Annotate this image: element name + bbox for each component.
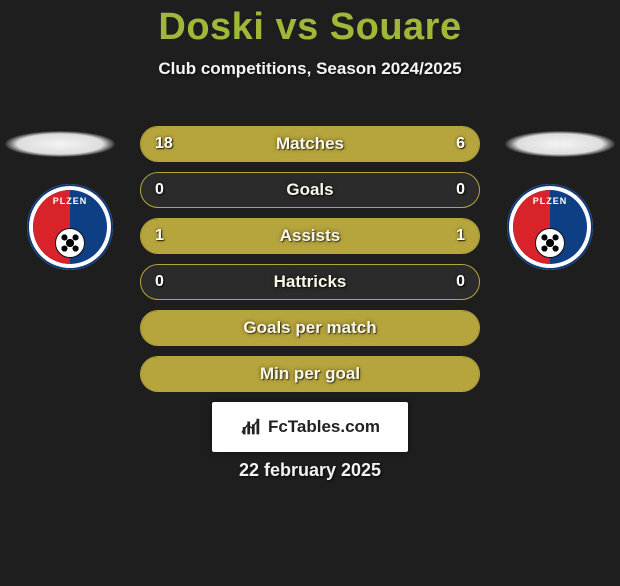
crest-text: PLZEN <box>513 196 587 206</box>
soccer-ball-icon <box>535 228 565 258</box>
player-left-halo <box>5 131 115 157</box>
stat-fill-left <box>141 127 395 161</box>
stat-fill-left <box>141 357 479 391</box>
stat-fill-left <box>141 219 310 253</box>
player-right-halo <box>505 131 615 157</box>
stat-fill-left <box>141 311 479 345</box>
stat-row: Assists11 <box>140 218 480 254</box>
stat-row: Hattricks0 0 <box>140 264 480 300</box>
player-right-name: Souare <box>330 6 462 48</box>
team-left-crest: PLZEN <box>27 184 113 270</box>
crest-inner: PLZEN <box>33 190 107 264</box>
stat-value-left: 0 <box>155 173 164 207</box>
date-line: 22 february 2025 <box>0 460 620 481</box>
player-left-name: Doski <box>158 6 264 48</box>
stat-row: Goals per match <box>140 310 480 346</box>
soccer-ball-icon <box>55 228 85 258</box>
stat-fill-right <box>310 219 479 253</box>
stat-fill-right <box>395 127 480 161</box>
stat-row: Min per goal <box>140 356 480 392</box>
stat-row: Matches186 <box>140 126 480 162</box>
stat-value-right: 0 <box>456 265 465 299</box>
crest-inner: PLZEN <box>513 190 587 264</box>
stat-row: Goals0 0 <box>140 172 480 208</box>
stat-label: Goals <box>141 173 479 207</box>
crest-text: PLZEN <box>33 196 107 206</box>
team-right-crest: PLZEN <box>507 184 593 270</box>
stat-label: Hattricks <box>141 265 479 299</box>
subtitle: Club competitions, Season 2024/2025 <box>0 59 620 79</box>
stat-bars-container: Matches186Goals00Assists11Hattricks00Goa… <box>140 126 480 402</box>
site-badge: FcTables.com <box>212 402 408 452</box>
bar-chart-icon <box>240 416 262 438</box>
stat-value-right: 0 <box>456 173 465 207</box>
stat-value-left: 0 <box>155 265 164 299</box>
vs-word: vs <box>275 6 318 48</box>
page-title: Doski vs Souare <box>0 6 620 49</box>
site-badge-text: FcTables.com <box>268 417 380 437</box>
